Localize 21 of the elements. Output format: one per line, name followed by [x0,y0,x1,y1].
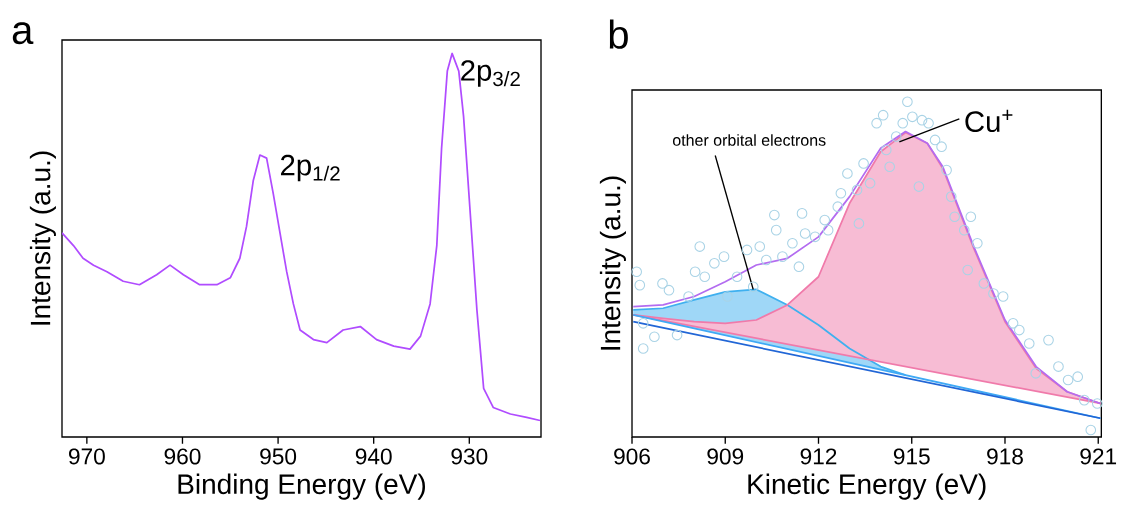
x-tick-label: 915 [893,448,930,465]
x-axis-title: Binding Energy (eV) [178,473,425,500]
x-tick-label: 921 [1080,448,1117,465]
annotation: 2p$_{1/2}$ [281,154,340,182]
chart-title: b [609,19,628,49]
y-axis-title: Intensity (a.u.) [599,176,626,350]
x-tick-label: 930 [451,448,488,465]
x-tick-label: 909 [707,448,744,465]
x-tick-label: 950 [260,448,297,465]
x-tick-label: 940 [355,448,392,465]
annotation: other orbital electrons [672,134,826,146]
x-tick-label: 970 [69,448,105,465]
x-axis-title: Kinetic Energy (eV) [748,473,986,500]
chart-title: a [12,22,34,45]
annotation: 2p$_{3/2}$ [461,60,520,87]
x-tick-label: 912 [800,448,837,465]
annotation: Cu$^{+}$ [965,109,1013,133]
x-tick-label: 906 [614,448,650,465]
x-tick-label: 918 [987,448,1023,465]
y-axis-title: Intensity (a.u.) [29,151,56,325]
x-tick-label: 960 [164,448,201,465]
